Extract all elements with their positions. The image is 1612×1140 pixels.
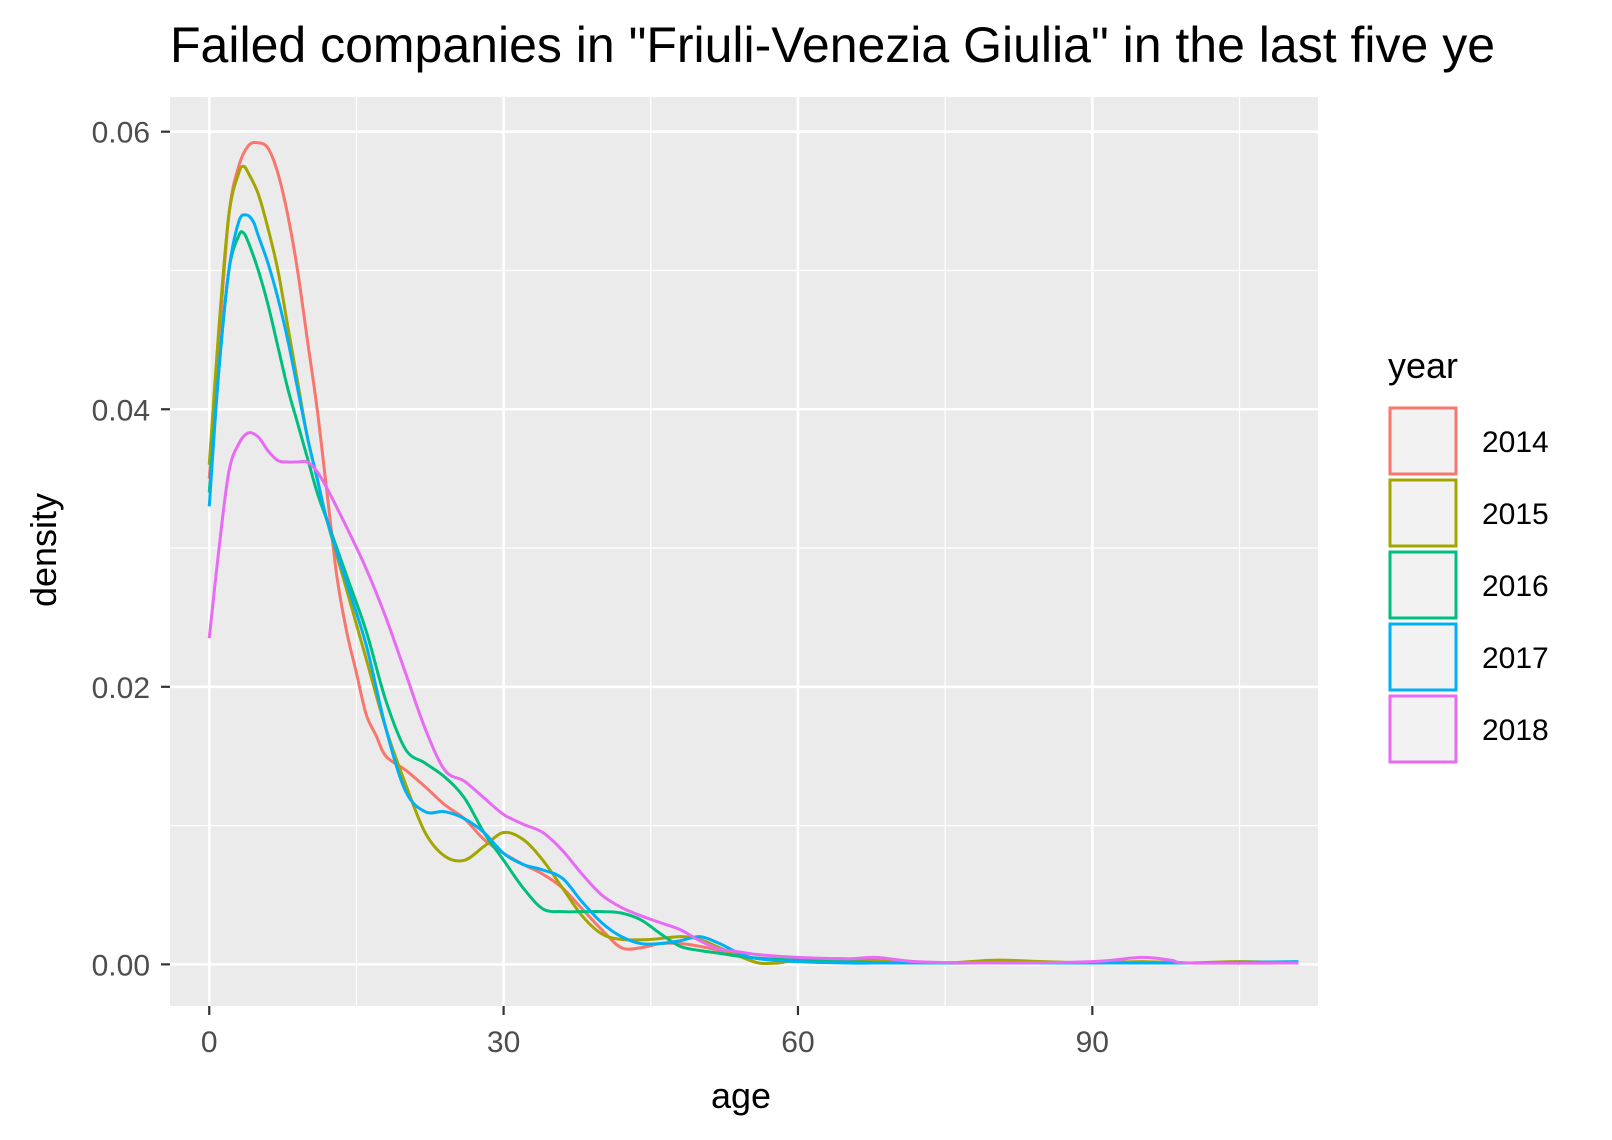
legend-key-2014 <box>1388 406 1458 476</box>
legend-label-2015: 2015 <box>1482 498 1549 531</box>
plot-panel <box>170 97 1318 1006</box>
x-axis-title: age <box>711 1075 771 1116</box>
major-gridlines <box>170 97 1318 1006</box>
series-line-2017 <box>207 213 1299 965</box>
legend-key-2017 <box>1388 622 1458 692</box>
series-lines <box>207 140 1299 966</box>
legend-label-2016: 2016 <box>1482 570 1549 603</box>
legend-title: year <box>1388 345 1458 386</box>
legend-label-2018: 2018 <box>1482 714 1549 747</box>
y-tick-label: 0.00 <box>92 949 150 982</box>
x-tick-label: 0 <box>201 1026 218 1059</box>
chart-title: Failed companies in "Friuli-Venezia Giul… <box>170 17 1495 73</box>
legend-key-2018 <box>1388 694 1458 764</box>
legend-key-2015 <box>1388 478 1458 548</box>
x-tick-label: 60 <box>781 1026 814 1059</box>
y-tick-labels: 0.00 0.02 0.04 0.06 <box>92 117 150 983</box>
legend-items: 2014 2015 2016 2017 2018 <box>1388 406 1549 764</box>
y-tick-label: 0.04 <box>92 394 150 427</box>
x-tick-label: 90 <box>1076 1026 1109 1059</box>
legend: year 2014 2015 2016 2017 2018 <box>1388 345 1549 764</box>
x-tick-labels: 0 30 60 90 <box>201 1026 1109 1059</box>
legend-label-2014: 2014 <box>1482 426 1549 459</box>
y-axis-title: density <box>23 493 64 607</box>
x-tick-label: 30 <box>487 1026 520 1059</box>
y-tick-label: 0.02 <box>92 672 150 705</box>
axis-ticks <box>161 130 1094 1015</box>
legend-key-2016 <box>1388 550 1458 620</box>
series-line-2018 <box>207 431 1299 965</box>
y-tick-label: 0.06 <box>92 117 150 150</box>
minor-gridlines <box>170 97 1318 1006</box>
legend-label-2017: 2017 <box>1482 642 1549 675</box>
